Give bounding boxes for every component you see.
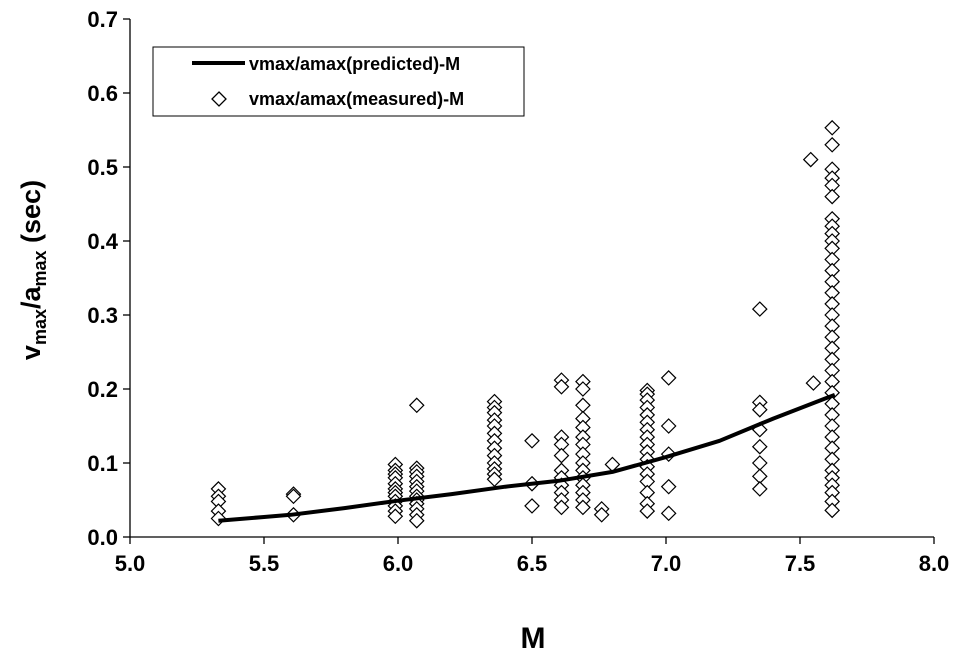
legend-label-measured: vmax/amax(measured)-M [249, 89, 464, 109]
x-tick-label: 8.0 [919, 551, 950, 576]
y-tick-label: 0.3 [87, 303, 118, 328]
measured-point [408, 512, 425, 529]
measured-point [751, 401, 768, 418]
x-tick-label: 5.5 [249, 551, 280, 576]
y-axis-label-mid: /a [16, 286, 46, 310]
measured-point [408, 397, 425, 414]
legend-marker-swatch [211, 91, 227, 107]
predicted-line [218, 393, 836, 523]
measured-point [751, 438, 768, 455]
y-tick-label: 0.5 [87, 155, 118, 180]
measured-point [593, 506, 610, 523]
y-tick-label: 0.0 [87, 525, 118, 550]
measured-point [751, 301, 768, 317]
x-tick-label: 5.0 [115, 551, 146, 576]
x-tick-label: 6.5 [517, 551, 548, 576]
y-axis-label: vmax/amax (sec) [16, 180, 50, 360]
axes: 0.0 0.1 0.2 0.3 0.4 0.5 0.6 0.7 5.0 5.5 6.0 6.5 7.0 7… [87, 7, 949, 576]
y-axis-label-sub1: max [30, 309, 50, 345]
measured-point [553, 447, 570, 464]
measured-point [524, 498, 540, 514]
y-tick-label: 0.7 [87, 7, 118, 32]
y-tick-label: 0.6 [87, 81, 118, 106]
measured-point [575, 499, 591, 516]
plot-area [210, 119, 841, 529]
measured-point [824, 188, 841, 205]
legend: vmax/amax(predicted)-M vmax/amax(measure… [152, 46, 525, 117]
measured-point [751, 455, 768, 471]
x-tick-label: 6.0 [383, 551, 414, 576]
y-axis-label-sub2: max [30, 250, 50, 286]
measured-point [824, 502, 841, 519]
measured-point [660, 418, 677, 434]
y-tick-label: 0.4 [87, 229, 118, 254]
measured-point [660, 478, 677, 495]
legend-label-predicted: vmax/amax(predicted)-M [249, 54, 460, 74]
measured-point [639, 503, 656, 519]
legend-box [152, 46, 525, 117]
measured-point [751, 481, 768, 497]
y-tick-label: 0.2 [87, 377, 118, 402]
y-axis-label-unit: (sec) [16, 180, 46, 251]
x-axis-label: M [521, 622, 546, 655]
measured-point [553, 378, 570, 395]
measured-point [553, 499, 570, 516]
y-tick-label: 0.1 [87, 451, 118, 476]
measured-point [805, 375, 822, 391]
measured-point [575, 381, 591, 397]
y-axis-label-main: v [16, 345, 46, 360]
measured-point [387, 508, 404, 525]
x-tick-label: 7.5 [785, 551, 816, 576]
measured-point [824, 119, 841, 136]
measured-point [660, 370, 677, 386]
measured-point [660, 505, 677, 522]
measured-point [285, 488, 302, 505]
measured-point [824, 136, 841, 153]
measured-point [575, 397, 591, 414]
measured-point [802, 151, 819, 168]
measured-point [524, 432, 540, 449]
x-tick-label: 7.0 [651, 551, 682, 576]
